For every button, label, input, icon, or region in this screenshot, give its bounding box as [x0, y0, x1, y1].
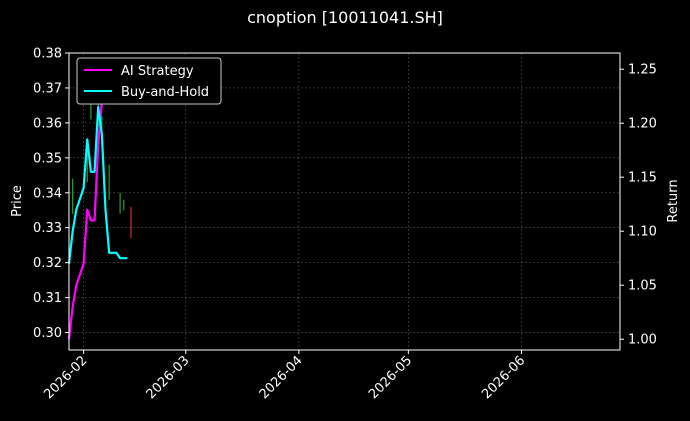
y-tick-label: 0.32 [33, 256, 62, 271]
x-tick-label: 2026-05 [366, 353, 415, 402]
y-tick-label: 0.35 [33, 151, 62, 166]
x-tick-label: 2026-06 [479, 353, 528, 402]
y-tick-label: 0.30 [33, 326, 62, 341]
y-tick-label: 0.34 [33, 186, 62, 201]
y-tick-label: 0.33 [33, 221, 62, 236]
y-tick-label: 0.36 [33, 116, 62, 131]
y2-tick-label: 1.10 [628, 225, 657, 240]
plot-frame [68, 52, 621, 351]
y-tick-label: 0.31 [33, 291, 62, 306]
legend-box [76, 57, 222, 105]
x-tick-label: 2026-03 [144, 353, 193, 402]
x-tick-label: 2026-04 [257, 353, 306, 402]
x-tick-label: 2026-02 [41, 353, 90, 402]
y2-axis-label: Return [666, 179, 681, 222]
series-line-buy-and-hold [67, 105, 128, 264]
y-tick-label: 0.38 [33, 47, 62, 62]
y2-tick-label: 1.05 [628, 279, 657, 294]
y-tick-label: 0.37 [33, 81, 62, 96]
y2-tick-label: 1.20 [628, 117, 657, 132]
y2-tick-label: 1.15 [628, 171, 657, 186]
legend: AI Strategy Buy-and-Hold [76, 57, 222, 105]
y2-tick-label: 1.00 [628, 333, 657, 348]
chart-title: cnoption [10011041.SH] [247, 8, 443, 27]
y2-tick-label: 1.25 [628, 63, 657, 78]
y-axis-label: Price [10, 185, 25, 217]
legend-label-buy-and-hold: Buy-and-Hold [121, 85, 209, 100]
legend-label-ai-strategy: AI Strategy [121, 64, 194, 79]
